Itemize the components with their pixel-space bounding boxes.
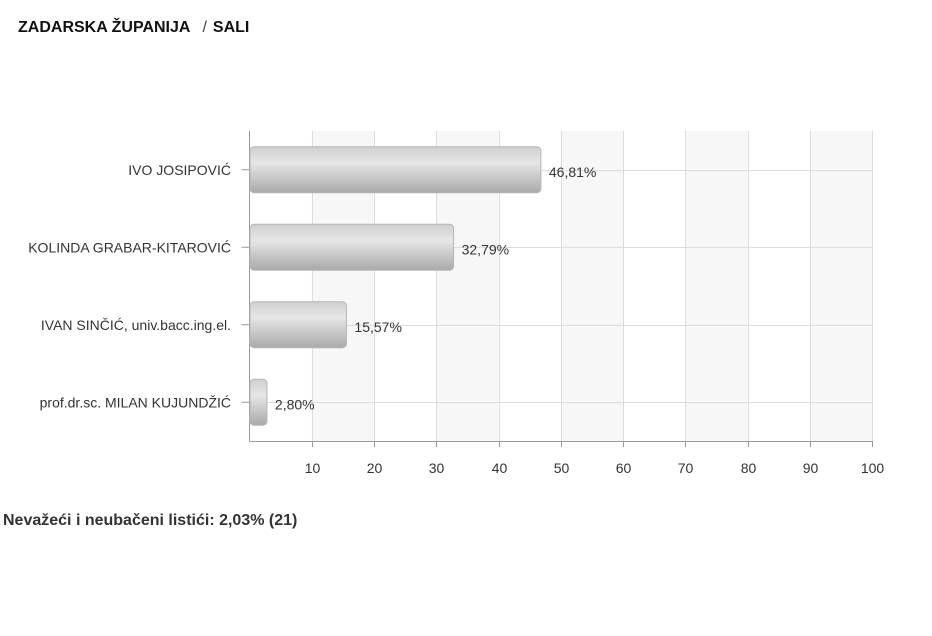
grid-band [685, 131, 748, 441]
x-tick-label: 60 [616, 460, 632, 476]
x-tick-label: 50 [554, 460, 570, 476]
x-tick-label: 70 [678, 460, 694, 476]
x-tick-label: 90 [803, 460, 819, 476]
breadcrumb-separator: / [202, 19, 207, 36]
data-label: 15,57% [354, 319, 401, 335]
invalid-ballots-note: Nevažeći i neubačeni listići: 2,03% (21) [3, 512, 298, 529]
region-title: ZADARSKA ŽUPANIJA [18, 19, 191, 36]
category-label: IVO JOSIPOVIĆ [128, 162, 231, 178]
breadcrumb: ZADARSKA ŽUPANIJA / SALI [18, 19, 249, 37]
bar [249, 301, 347, 349]
bar [249, 146, 542, 194]
x-tick-label: 20 [367, 460, 383, 476]
bar [249, 223, 455, 271]
data-label: 2,80% [275, 396, 315, 412]
data-label: 46,81% [549, 164, 596, 180]
x-tick-label: 10 [305, 460, 321, 476]
grid-band [560, 131, 623, 441]
data-label: 32,79% [462, 241, 509, 257]
place-title: SALI [212, 19, 250, 36]
results-bar-chart: 10 20 30 40 50 60 70 80 90 100 IVO JOSIPOVIĆ 46,81… [28, 131, 885, 476]
category-label: IVAN SINČIĆ, univ.bacc.ing.el. [41, 317, 231, 333]
grid-band [809, 131, 872, 441]
x-tick-label: 30 [429, 460, 445, 476]
bar [249, 378, 268, 426]
category-label: KOLINDA GRABAR-KITAROVIĆ [28, 239, 231, 255]
x-tick-label: 40 [492, 460, 508, 476]
x-tick-label: 100 [861, 460, 885, 476]
x-tick-label: 80 [741, 460, 757, 476]
category-label: prof.dr.sc. MILAN KUJUNDŽIĆ [40, 394, 231, 410]
